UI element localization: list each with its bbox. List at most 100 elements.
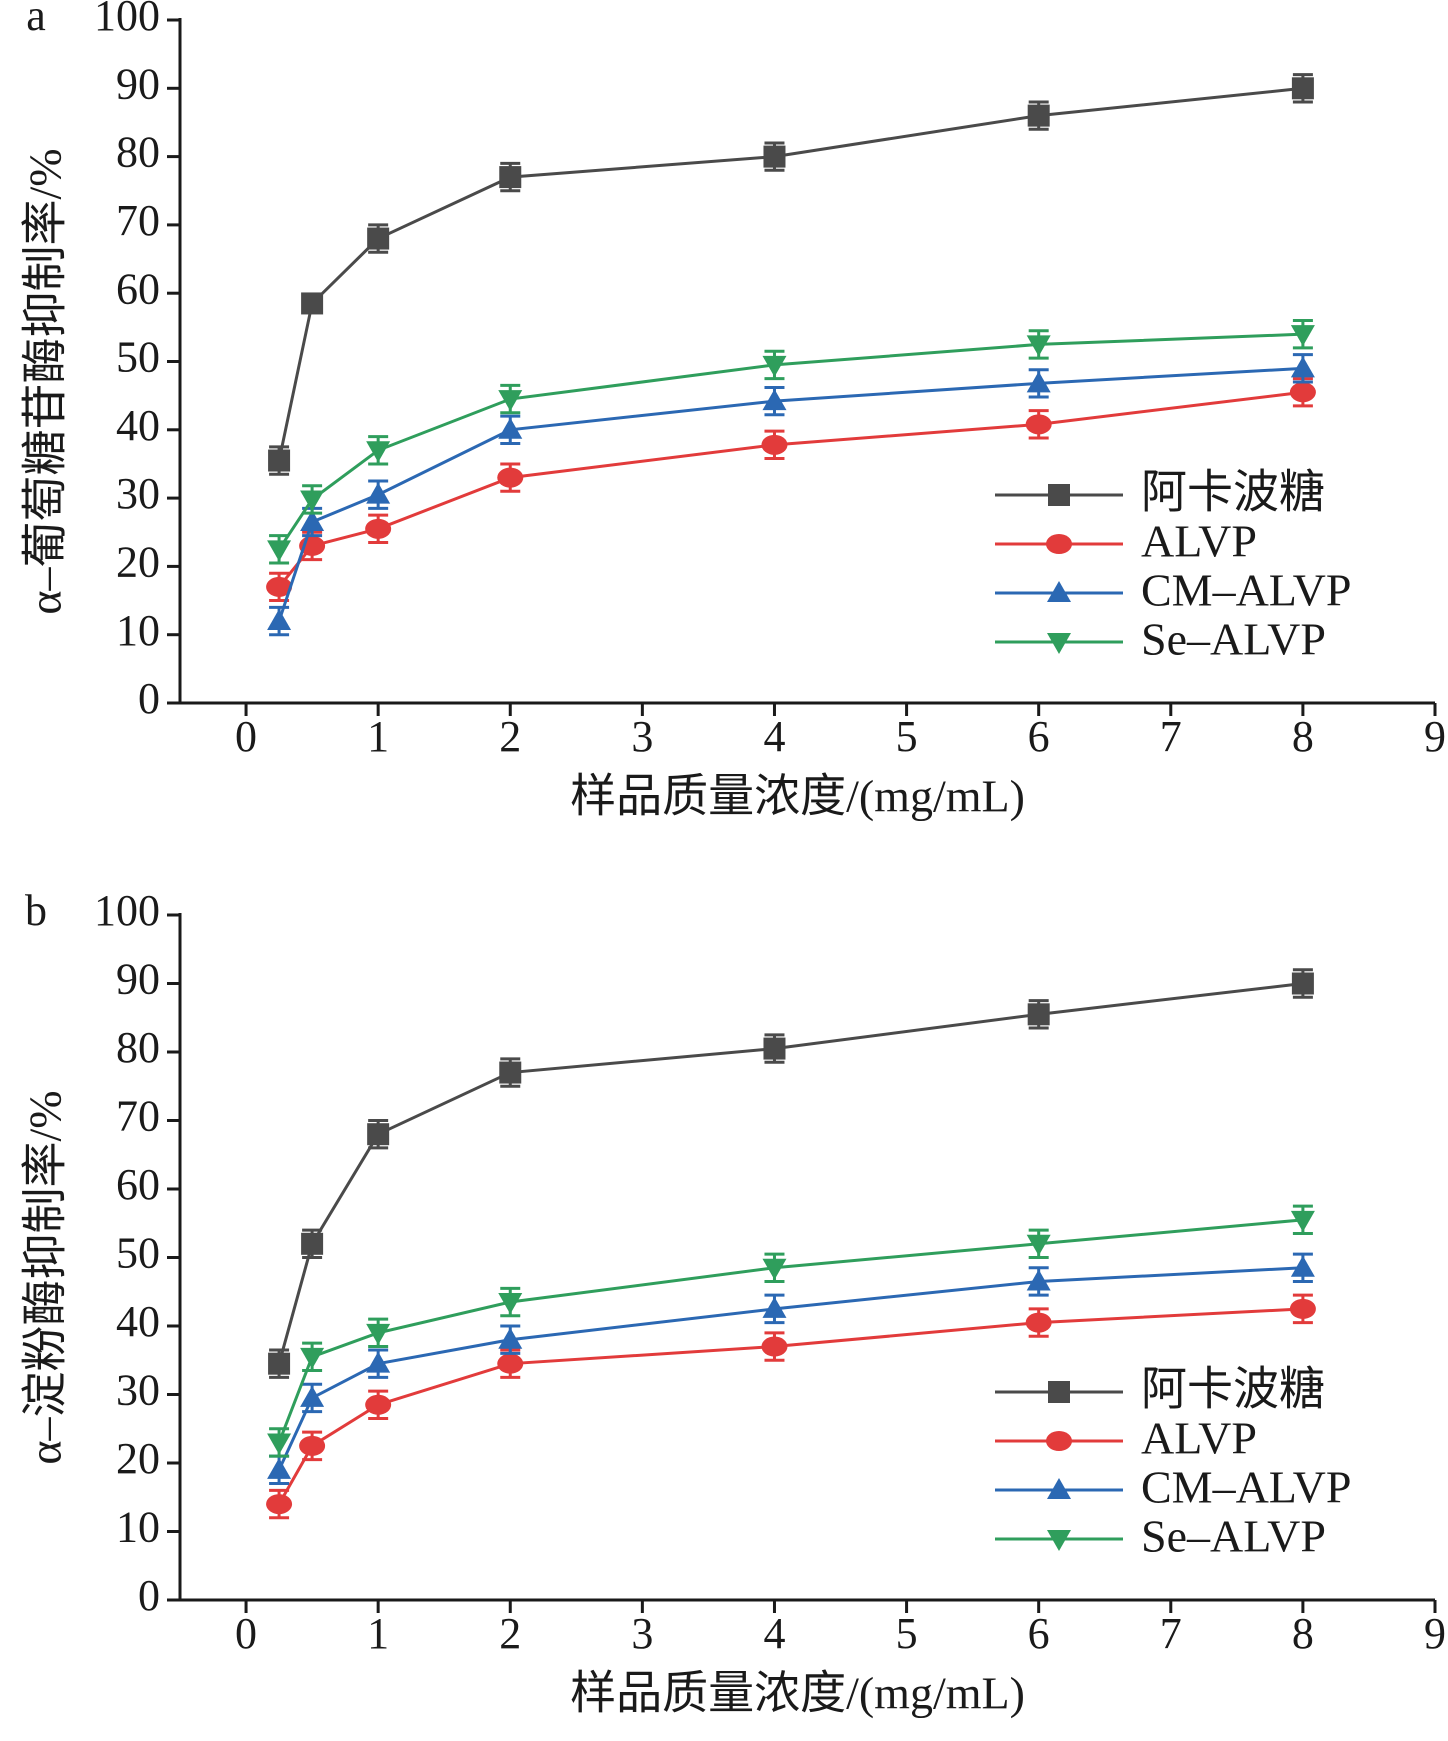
marker xyxy=(266,1494,293,1515)
legend-label: ALVP xyxy=(1141,516,1257,567)
marker xyxy=(1291,972,1314,995)
marker xyxy=(497,1353,524,1374)
y-tick-label: 0 xyxy=(138,1571,160,1620)
marker xyxy=(1026,335,1051,357)
x-axis-label: 样品质量浓度/(mg/mL) xyxy=(570,1668,1025,1719)
marker xyxy=(1026,371,1051,393)
y-axis-label: α–淀粉酶抑制率/% xyxy=(20,1090,71,1464)
x-tick-label: 0 xyxy=(235,1609,257,1658)
marker xyxy=(762,1296,787,1318)
marker xyxy=(267,540,292,562)
x-tick-label: 4 xyxy=(763,1609,785,1658)
x-tick-label: 7 xyxy=(1160,712,1182,761)
y-tick-label: 10 xyxy=(116,606,160,655)
y-tick-label: 0 xyxy=(138,674,160,723)
marker xyxy=(1291,77,1314,100)
marker xyxy=(762,389,787,411)
marker xyxy=(300,1347,325,1369)
marker xyxy=(1027,1003,1050,1026)
marker xyxy=(266,576,293,597)
legend-label: 阿卡波糖 xyxy=(1141,467,1325,518)
marker xyxy=(365,1394,392,1415)
y-tick-label: 20 xyxy=(116,537,160,586)
marker xyxy=(1289,382,1316,403)
marker xyxy=(498,1327,523,1349)
y-tick-label: 50 xyxy=(116,1229,160,1278)
marker xyxy=(300,490,325,512)
marker xyxy=(761,1336,788,1357)
line-chart: b 0 10 20 30 40 50 60 70 80 90 100 0 1 2 3 4 5 6 7 8 9 样品质量浓度/… xyxy=(20,886,1446,1718)
marker xyxy=(299,1435,326,1456)
marker xyxy=(498,1293,523,1315)
x-tick-label: 3 xyxy=(631,1609,653,1658)
marker xyxy=(763,145,786,168)
marker xyxy=(497,467,524,488)
marker xyxy=(301,292,324,315)
marker xyxy=(268,1352,291,1375)
y-tick-label: 90 xyxy=(116,955,160,1004)
y-tick-label: 30 xyxy=(116,469,160,518)
panel-label: b xyxy=(25,886,47,935)
x-tick-label: 9 xyxy=(1424,1609,1446,1658)
x-tick-label: 6 xyxy=(1028,1609,1050,1658)
x-tick-label: 1 xyxy=(367,1609,389,1658)
legend-label: CM–ALVP xyxy=(1141,565,1351,616)
marker xyxy=(1047,633,1071,654)
marker xyxy=(1025,414,1052,435)
x-tick-label: 5 xyxy=(896,1609,918,1658)
marker xyxy=(498,417,523,439)
marker xyxy=(367,227,390,250)
marker xyxy=(1048,1381,1070,1403)
x-axis-label: 样品质量浓度/(mg/mL) xyxy=(570,771,1025,822)
y-tick-label: 10 xyxy=(116,1503,160,1552)
marker xyxy=(1025,1312,1052,1333)
marker xyxy=(300,1385,325,1407)
marker xyxy=(366,441,391,463)
legend-label: ALVP xyxy=(1141,1413,1257,1464)
legend-label: Se–ALVP xyxy=(1141,1511,1326,1562)
y-tick-label: 80 xyxy=(116,1023,160,1072)
y-axis-label: α–葡萄糖苷酶抑制率/% xyxy=(20,148,71,614)
y-tick-label: 40 xyxy=(116,1297,160,1346)
x-tick-label: 7 xyxy=(1160,1609,1182,1658)
marker xyxy=(267,1457,292,1479)
marker xyxy=(1046,1431,1072,1451)
x-tick-label: 3 xyxy=(631,712,653,761)
marker xyxy=(267,1433,292,1455)
marker xyxy=(498,390,523,412)
x-tick-label: 0 xyxy=(235,712,257,761)
marker xyxy=(367,1123,390,1146)
x-tick-label: 8 xyxy=(1292,712,1314,761)
x-tick-label: 4 xyxy=(763,712,785,761)
marker xyxy=(365,518,392,539)
marker xyxy=(301,1232,324,1255)
marker xyxy=(1290,1210,1315,1232)
y-tick-label: 90 xyxy=(116,59,160,108)
marker xyxy=(1047,1478,1071,1499)
marker xyxy=(499,166,522,189)
marker xyxy=(1289,1298,1316,1319)
marker xyxy=(1290,1255,1315,1277)
marker xyxy=(763,1037,786,1060)
marker xyxy=(761,434,788,455)
marker xyxy=(1026,1234,1051,1256)
marker xyxy=(762,1258,787,1280)
line-chart: a 0 10 20 30 40 50 60 70 80 90 100 0 1 2 3 4 5 6 7 8 9 样品质量浓度/… xyxy=(20,0,1446,822)
marker xyxy=(1290,325,1315,347)
legend-label: Se–ALVP xyxy=(1141,614,1326,665)
marker xyxy=(300,510,325,532)
y-tick-label: 30 xyxy=(116,1366,160,1415)
marker xyxy=(1048,484,1070,506)
marker xyxy=(366,482,391,504)
marker xyxy=(366,1351,391,1373)
y-tick-label: 70 xyxy=(116,196,160,245)
y-tick-label: 60 xyxy=(116,264,160,313)
y-tick-label: 70 xyxy=(116,1092,160,1141)
marker xyxy=(1047,581,1071,602)
y-tick-label: 100 xyxy=(94,886,160,935)
y-tick-label: 20 xyxy=(116,1434,160,1483)
marker xyxy=(268,449,291,472)
marker xyxy=(1026,1269,1051,1291)
x-tick-label: 2 xyxy=(499,712,521,761)
